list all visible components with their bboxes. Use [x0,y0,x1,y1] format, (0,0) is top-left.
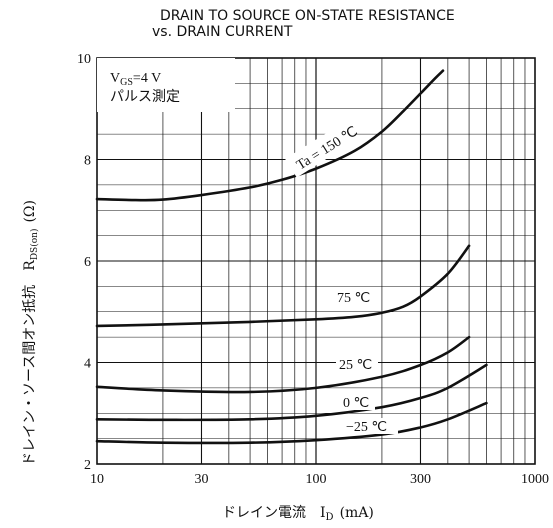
chart-title-line-2: vs. DRAIN CURRENT [152,24,293,40]
curve-label-75: 75 ℃ [337,291,370,306]
y-tick-label: 10 [77,52,91,67]
y-tick-label: 8 [84,154,91,169]
label-bg-25 [336,356,378,372]
y-axis-label-main: ドレイン・ソース間オン抵抗 R [22,260,38,466]
label-bg-0 [341,395,375,410]
y-tick-label: 6 [84,255,91,270]
tick-labels: 10 30 100 300 1000 2 4 6 8 10 [77,52,549,487]
x-tick-label: 10 [90,472,104,487]
y-axis-label-unit: (Ω) [22,200,38,223]
curve-label-25: 25 ℃ [339,358,372,373]
x-axis-label-main: ドレイン電流 I [222,505,326,521]
y-axis-label-sub: DS(on) [29,229,40,261]
curve-label-0: 0 ℃ [343,396,369,411]
x-axis-label-sub: D [326,512,334,523]
chart-title-line-1: DRAIN TO SOURCE ON-STATE RESISTANCE [160,8,455,24]
condition-box [97,58,235,112]
x-tick-label: 30 [194,472,208,487]
label-bg-75 [334,290,374,306]
y-tick-label: 2 [84,458,91,473]
x-tick-label: 300 [410,472,431,487]
series-line-0 [95,69,445,202]
x-tick-label: 100 [306,472,327,487]
series-line-1 [95,244,471,328]
curve-label-minus25: −25 ℃ [346,420,387,435]
y-axis-label: ドレイン・ソース間オン抵抗 RDS(on) (Ω) [22,200,40,466]
condition-vgs-sub: GS [120,77,133,88]
grid [97,58,535,464]
x-tick-label: 1000 [521,472,549,487]
series-line-3 [95,363,488,422]
label-bg-150 [285,120,358,178]
y-tick-label: 4 [84,357,91,372]
condition-vgs-value: =4 V [133,71,161,86]
series-line-4 [95,401,488,445]
series-line-2 [95,335,471,394]
condition-vgs-v: V [110,71,120,86]
label-bg-m25 [344,418,398,434]
condition-pulse: パルス測定 [110,89,180,105]
x-axis-label-unit: (mA) [340,505,374,521]
condition-vgs: VGS=4 V [110,71,161,88]
curves [95,69,488,445]
x-axis-label: ドレイン電流 ID (mA) [222,505,374,523]
